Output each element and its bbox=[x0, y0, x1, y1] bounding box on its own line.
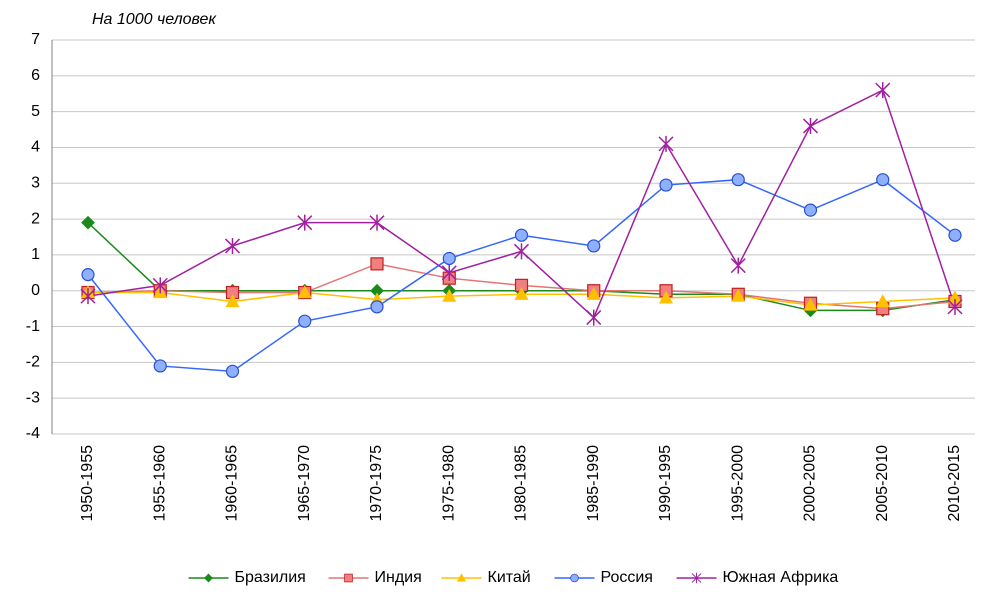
marker bbox=[152, 277, 168, 294]
marker bbox=[731, 173, 745, 187]
marker bbox=[658, 135, 674, 152]
legend-marker bbox=[344, 573, 353, 583]
legend-label: Индия bbox=[375, 569, 422, 586]
y-tick-label: 4 bbox=[31, 139, 40, 156]
marker bbox=[875, 294, 890, 308]
legend-marker bbox=[691, 572, 702, 584]
legend-item: Бразилия bbox=[188, 569, 306, 586]
marker bbox=[659, 178, 673, 192]
y-tick-label: 2 bbox=[31, 210, 40, 227]
marker bbox=[514, 287, 529, 300]
x-tick-label: 2005-2010 bbox=[874, 445, 891, 522]
marker bbox=[586, 287, 601, 300]
y-tick-label: -2 bbox=[26, 354, 40, 371]
x-tick-label: 1995-2000 bbox=[729, 445, 746, 522]
x-tick-label: 1965-1970 bbox=[296, 445, 313, 522]
marker bbox=[514, 228, 529, 242]
marker bbox=[225, 364, 240, 378]
marker bbox=[442, 288, 457, 302]
y-tick-label: -4 bbox=[26, 425, 40, 442]
x-tick-label: 2000-2005 bbox=[802, 445, 819, 522]
y-tick-label: 0 bbox=[31, 282, 40, 299]
legend-label: Бразилия bbox=[235, 569, 306, 586]
legend-item: Южная Африка bbox=[676, 569, 839, 586]
marker bbox=[81, 268, 95, 282]
legend-marker bbox=[570, 573, 579, 583]
marker bbox=[731, 288, 746, 302]
marker bbox=[876, 173, 890, 187]
x-tick-label: 1970-1975 bbox=[368, 445, 385, 522]
x-tick-label: 1955-1960 bbox=[151, 445, 168, 522]
marker bbox=[441, 264, 457, 281]
marker bbox=[80, 288, 96, 305]
marker bbox=[948, 228, 962, 242]
y-tick-label: 6 bbox=[31, 67, 40, 84]
marker bbox=[297, 214, 313, 231]
x-tick-label: 1980-1985 bbox=[513, 445, 530, 522]
marker bbox=[587, 239, 601, 253]
legend-marker bbox=[204, 573, 213, 583]
marker bbox=[658, 290, 674, 304]
marker bbox=[803, 297, 818, 311]
series-line bbox=[87, 178, 956, 373]
x-tick-label: 1975-1980 bbox=[440, 445, 457, 522]
marker bbox=[370, 257, 384, 271]
marker bbox=[298, 314, 312, 328]
y-tick-label: 5 bbox=[31, 103, 40, 120]
y-tick-label: 7 bbox=[31, 31, 40, 48]
marker bbox=[369, 214, 385, 231]
legend-marker bbox=[456, 573, 467, 582]
legend-item: Россия bbox=[554, 569, 653, 586]
y-tick-label: -1 bbox=[26, 318, 40, 335]
marker bbox=[803, 203, 818, 217]
x-tick-label: 2010-2015 bbox=[946, 445, 963, 522]
marker bbox=[153, 359, 167, 373]
x-tick-label: 1950-1955 bbox=[79, 445, 96, 522]
legend-item: Индия bbox=[328, 569, 422, 586]
y-tick-label: -3 bbox=[26, 389, 40, 406]
x-tick-label: 1960-1965 bbox=[224, 445, 241, 522]
legend-item: Китай bbox=[441, 569, 531, 586]
legend-label: Китай bbox=[488, 569, 531, 586]
x-tick-label: 1990-1995 bbox=[657, 445, 674, 522]
x-tick-label: 1985-1990 bbox=[585, 445, 602, 522]
legend-label: Россия bbox=[601, 569, 653, 586]
marker bbox=[875, 82, 891, 99]
marker bbox=[225, 294, 240, 308]
chart-subtitle: На 1000 человек bbox=[92, 11, 217, 28]
marker bbox=[224, 237, 241, 254]
marker bbox=[81, 215, 95, 230]
y-tick-label: 3 bbox=[31, 174, 40, 191]
marker bbox=[586, 309, 602, 326]
legend-label: Южная Африка bbox=[723, 569, 839, 586]
marker bbox=[442, 251, 456, 266]
marker bbox=[297, 285, 312, 299]
marker bbox=[370, 300, 384, 314]
marker bbox=[730, 257, 746, 274]
marker bbox=[513, 243, 530, 260]
marker bbox=[947, 298, 963, 315]
marker bbox=[802, 117, 819, 134]
y-tick-label: 1 bbox=[31, 246, 40, 263]
